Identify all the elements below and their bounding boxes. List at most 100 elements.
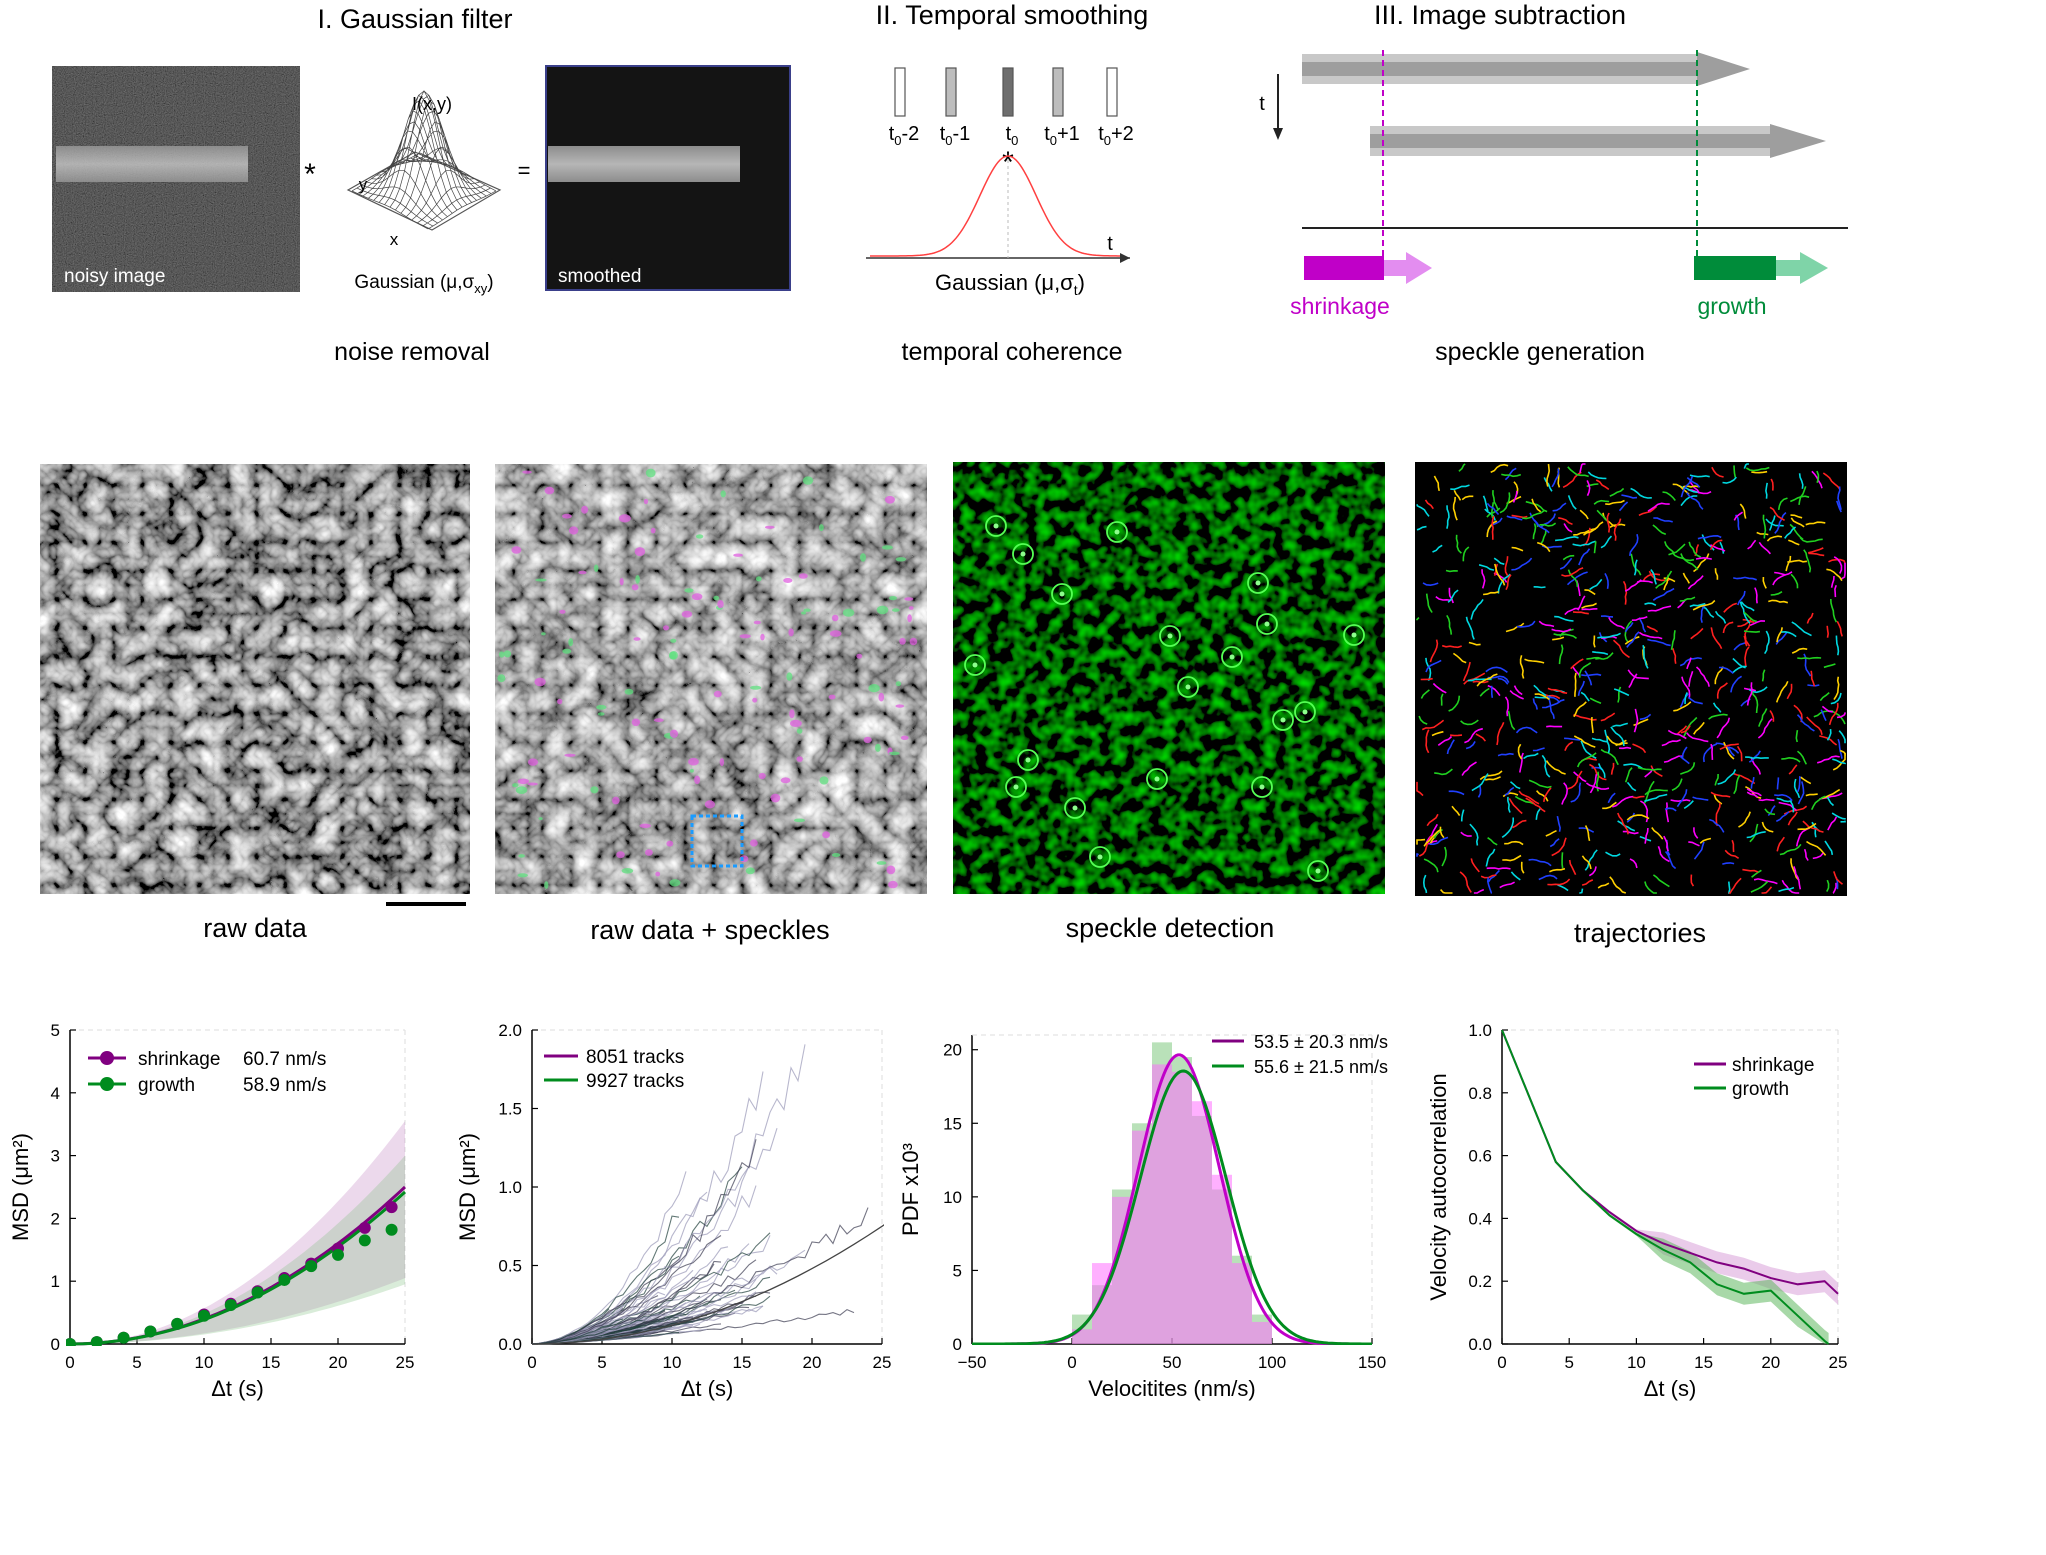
- panel-image-subtraction: III. Image subtraction t shrinkage grow: [1259, 0, 1848, 366]
- trajectory: [1832, 758, 1846, 765]
- trajectory: [1451, 805, 1461, 817]
- trajectory: [1465, 740, 1476, 750]
- trajectory: [1504, 696, 1509, 717]
- trajectory: [1714, 610, 1727, 624]
- speckle-dot: [881, 545, 894, 550]
- trajectory: [1593, 635, 1596, 648]
- speckle-dot: [704, 800, 716, 809]
- trajectory: [1563, 523, 1573, 533]
- histogram-bar: [1252, 1321, 1272, 1344]
- growth-point: [198, 1309, 210, 1322]
- track-line: [531, 1139, 757, 1345]
- trajectory: [1737, 590, 1746, 606]
- trajectory: [1770, 591, 1783, 596]
- panel1-caption: noise removal: [334, 338, 490, 366]
- trajectory: [1835, 635, 1840, 656]
- legend-growth-value: 58.9 nm/s: [243, 1075, 326, 1096]
- trajectory: [1440, 889, 1453, 894]
- frame-label: t0: [1006, 123, 1019, 148]
- subtraction-time-arrowhead: [1273, 128, 1283, 140]
- speckle-dot: [717, 600, 724, 609]
- growth-point: [117, 1331, 130, 1344]
- trajectory: [1810, 670, 1816, 687]
- trajectory: [1450, 484, 1470, 491]
- trajectory: [1542, 698, 1565, 709]
- speckle-dot: [713, 690, 722, 698]
- trajectory: [1764, 808, 1776, 816]
- trajectory: [1826, 729, 1832, 741]
- trajectory: [1448, 695, 1461, 712]
- detection-circle: [1017, 749, 1039, 771]
- speckle-dot: [829, 630, 842, 637]
- trajectory: [1697, 534, 1722, 540]
- trajectory: [1487, 869, 1500, 883]
- noisy-image-label: noisy image: [64, 266, 165, 287]
- detection-circle: [1256, 613, 1278, 635]
- trajectory: [1580, 691, 1590, 702]
- trajectory: [1425, 593, 1433, 613]
- filament-frame-2: [1370, 124, 1826, 158]
- raw-data-speckles-panel: raw data + speckles: [495, 464, 927, 945]
- trajectory: [1775, 680, 1789, 703]
- trajectory: [1431, 730, 1444, 737]
- trajectory: [1686, 732, 1709, 743]
- speckle-dot: [681, 610, 693, 618]
- trajectory: [1577, 680, 1585, 696]
- trajectory: [1671, 778, 1683, 792]
- trajectory: [1744, 646, 1750, 667]
- trajectory: [1554, 615, 1574, 622]
- trajectory: [1828, 702, 1839, 726]
- trajectory: [1432, 544, 1443, 553]
- speckle-center: [1315, 868, 1321, 874]
- trajectory: [1605, 499, 1625, 506]
- trajectory: [1790, 514, 1803, 519]
- trajectory: [1791, 621, 1812, 637]
- x-tick-label: 20: [1761, 1353, 1780, 1372]
- speckle-dot: [624, 688, 634, 695]
- frame-label: t0+2: [1098, 123, 1134, 148]
- trajectory: [1573, 714, 1597, 721]
- speckle-dot: [888, 751, 900, 756]
- trajectory: [1730, 675, 1743, 693]
- frame-bar: [1106, 67, 1118, 117]
- speckle-dot: [612, 796, 620, 805]
- trajectory: [1468, 641, 1481, 646]
- y-tick-label: 4: [51, 1084, 60, 1103]
- trajectory: [1797, 822, 1817, 831]
- trajectory: [1581, 673, 1602, 677]
- trajectory: [1716, 717, 1731, 739]
- x-tick-label: 25: [396, 1353, 415, 1372]
- trajectory: [1644, 602, 1657, 607]
- trajectory: [1830, 575, 1835, 588]
- trajectory: [1833, 871, 1844, 885]
- trajectory: [1806, 716, 1823, 735]
- trajectory: [1808, 547, 1824, 554]
- trajectory: [1805, 521, 1826, 526]
- trajectory: [1762, 576, 1767, 589]
- trajectory: [1626, 631, 1640, 648]
- trajectory: [1650, 765, 1663, 778]
- detection-circle: [1005, 776, 1027, 798]
- trajectory: [1607, 792, 1616, 804]
- trajectory: [1826, 568, 1843, 582]
- trajectory: [1757, 718, 1773, 739]
- speckle-dot: [541, 632, 546, 636]
- speckle-dot: [597, 712, 605, 716]
- trajectory: [1796, 714, 1815, 732]
- trajectory: [1743, 611, 1758, 623]
- speckle-dot: [631, 584, 639, 591]
- legend-growth-name: growth: [138, 1075, 195, 1096]
- trajectory: [1497, 677, 1509, 685]
- trajectory: [1528, 779, 1552, 789]
- trajectory: [1433, 475, 1440, 492]
- trajectory: [1749, 620, 1766, 627]
- speckle-dot: [819, 524, 824, 532]
- trajectory: [1589, 697, 1602, 704]
- trajectory: [1664, 541, 1676, 555]
- trajectory: [1670, 630, 1676, 650]
- trajectory: [1779, 843, 1802, 856]
- trajectory: [1774, 793, 1793, 802]
- trajectory: [1670, 799, 1691, 803]
- frame-bar: [1052, 67, 1064, 117]
- trajectory: [1547, 695, 1555, 719]
